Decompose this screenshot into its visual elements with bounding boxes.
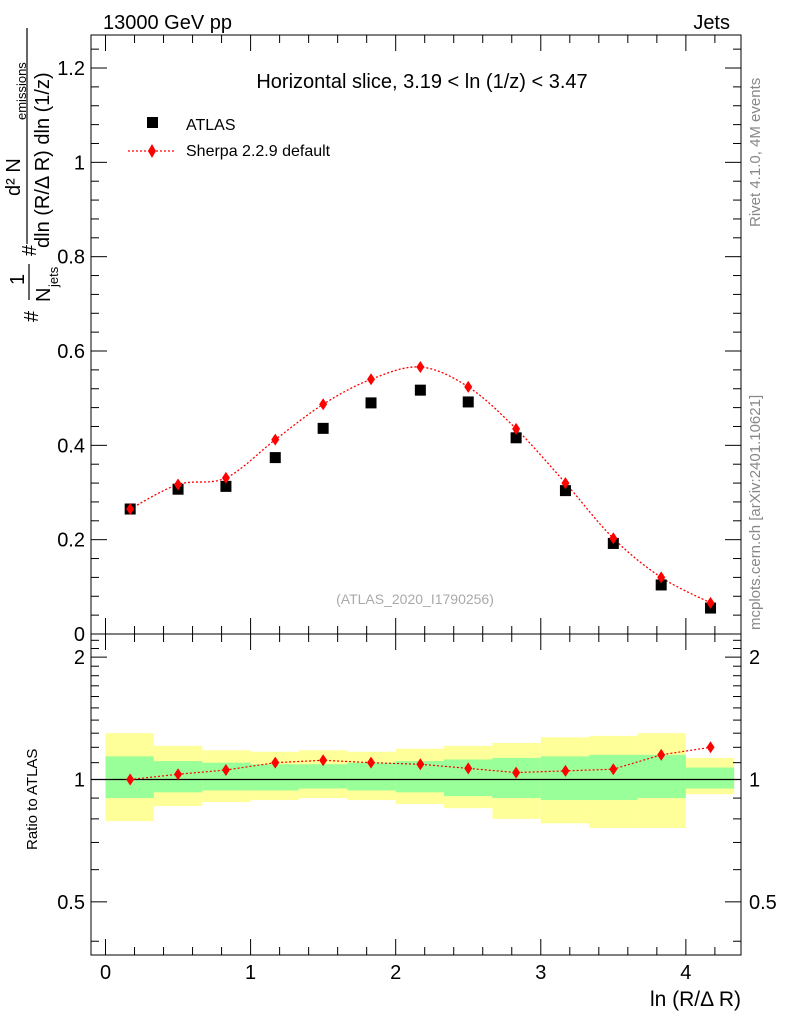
main-panel: 0 0.2 0.4 0.6 0.8 1 1.2 Horizontal slice, 3.19…: [3, 28, 742, 646]
ratio-sherpa-point: [561, 764, 570, 777]
atlas-point: [317, 422, 329, 434]
sherpa-point: [271, 433, 280, 446]
ratio-inner-band: [298, 764, 348, 789]
legend: ATLAS Sherpa 2.2.9 default: [128, 117, 331, 160]
ylabel-frac2-num: d² N: [3, 158, 25, 196]
process-label: Jets: [693, 12, 730, 34]
ratio-xtick-label: 1: [245, 962, 256, 984]
x-axis-label: ln (R/Δ R): [650, 988, 741, 1011]
sherpa-point: [174, 478, 183, 491]
main-ytick-label: 0.6: [57, 341, 85, 363]
main-title: Horizontal slice, 3.19 < ln (1/z) < 3.47: [256, 71, 587, 93]
ylabel-hash: #: [21, 310, 43, 322]
atlas-point: [655, 579, 667, 591]
sherpa-point: [367, 373, 376, 386]
ratio-ytick-label-right: 2: [749, 647, 760, 669]
sherpa-point: [221, 471, 230, 484]
ratio-ytick-label: 1: [74, 769, 85, 791]
ratio-sherpa-point: [512, 766, 521, 779]
atlas-point: [269, 452, 281, 464]
sherpa-point: [706, 596, 715, 609]
main-ytick-label: 0.8: [57, 247, 85, 269]
legend-atlas-marker: [147, 117, 158, 128]
sherpa-line: [129, 366, 711, 604]
main-ytick-label: 1.2: [57, 58, 85, 80]
sherpa-point: [512, 422, 521, 435]
mcplots-label: mcplots.cern.ch [arXiv:2401.10621]: [747, 395, 764, 630]
ylabel-frac1-den-sub: jets: [46, 266, 61, 288]
ratio-sherpa-point: [367, 756, 376, 769]
legend-sherpa-label: Sherpa 2.2.9 default: [186, 143, 331, 160]
ratio-inner-band: [250, 764, 299, 791]
legend-atlas-label: ATLAS: [186, 117, 236, 134]
main-ytick-label: 0.4: [57, 435, 85, 457]
energy-label: 13000 GeV pp: [103, 12, 232, 34]
ratio-panel: 0.5 0.5 1 1 2 2 0 1 2 3 4 Ratio to ATLAS ln (R/Δ …: [24, 633, 777, 1011]
ratio-inner-band: [685, 767, 735, 789]
ratio-ytick-label: 0.5: [57, 892, 85, 914]
ratio-ytick-label: 2: [74, 647, 85, 669]
ratio-sherpa-point: [271, 756, 280, 769]
ratio-xtick-label: 2: [390, 962, 401, 984]
main-ytick-label: 0: [74, 624, 85, 646]
ylabel-hash2: #: [19, 244, 41, 256]
ratio-sherpa-point: [221, 764, 230, 777]
analysis-watermark: (ATLAS_2020_I1790256): [336, 591, 494, 607]
ratio-sherpa-point: [464, 762, 473, 775]
ratio-sherpa-point: [657, 748, 666, 761]
atlas-point: [462, 396, 474, 408]
atlas-point: [220, 480, 232, 492]
atlas-point: [365, 397, 377, 409]
ratio-ylabel: Ratio to ATLAS: [24, 749, 41, 850]
ratio-inner-band: [540, 756, 590, 801]
ratio-ytick-label-right: 0.5: [749, 892, 777, 914]
rivet-label: Rivet 4.1.0, 4M events: [747, 78, 764, 227]
atlas-point: [510, 432, 522, 444]
ylabel-frac2-den: dln (R/Δ R) dln (1/z): [32, 72, 54, 248]
main-ytick-label: 0.2: [57, 530, 85, 552]
ratio-sherpa-point: [609, 763, 618, 776]
ratio-sherpa-point: [416, 758, 425, 771]
ratio-xtick-label: 0: [100, 962, 111, 984]
ratio-ytick-label-right: 1: [749, 769, 760, 791]
ratio-xtick-label: 3: [535, 962, 546, 984]
ylabel-frac2-num-sub: emissions: [14, 62, 29, 120]
legend-sherpa-marker: [148, 144, 156, 158]
ratio-sherpa-point: [706, 741, 715, 754]
ratio-sherpa-point: [319, 754, 328, 767]
sherpa-point: [319, 398, 328, 411]
sherpa-point: [657, 571, 666, 584]
atlas-point: [414, 384, 426, 396]
ratio-sherpa-point: [174, 768, 183, 781]
ylabel-frac1-den: N: [33, 288, 55, 302]
ratio-inner-band: [589, 754, 638, 801]
main-ylabel: # 1 N jets # d² N emissions dln (R/Δ R) …: [3, 28, 61, 322]
main-ytick-label: 1: [74, 152, 85, 174]
sherpa-point: [464, 380, 473, 393]
ylabel-frac1-num: 1: [7, 274, 29, 285]
sherpa-point: [126, 503, 135, 516]
sherpa-point: [609, 532, 618, 545]
ratio-sherpa-point: [126, 773, 135, 786]
ratio-xtick-label: 4: [680, 962, 691, 984]
sherpa-point: [561, 477, 570, 490]
atlas-point: [559, 485, 571, 497]
ratio-inner-band: [492, 757, 541, 799]
ratio-inner-band: [637, 754, 686, 799]
ratio-frame: [90, 633, 742, 956]
sherpa-point: [416, 361, 425, 374]
